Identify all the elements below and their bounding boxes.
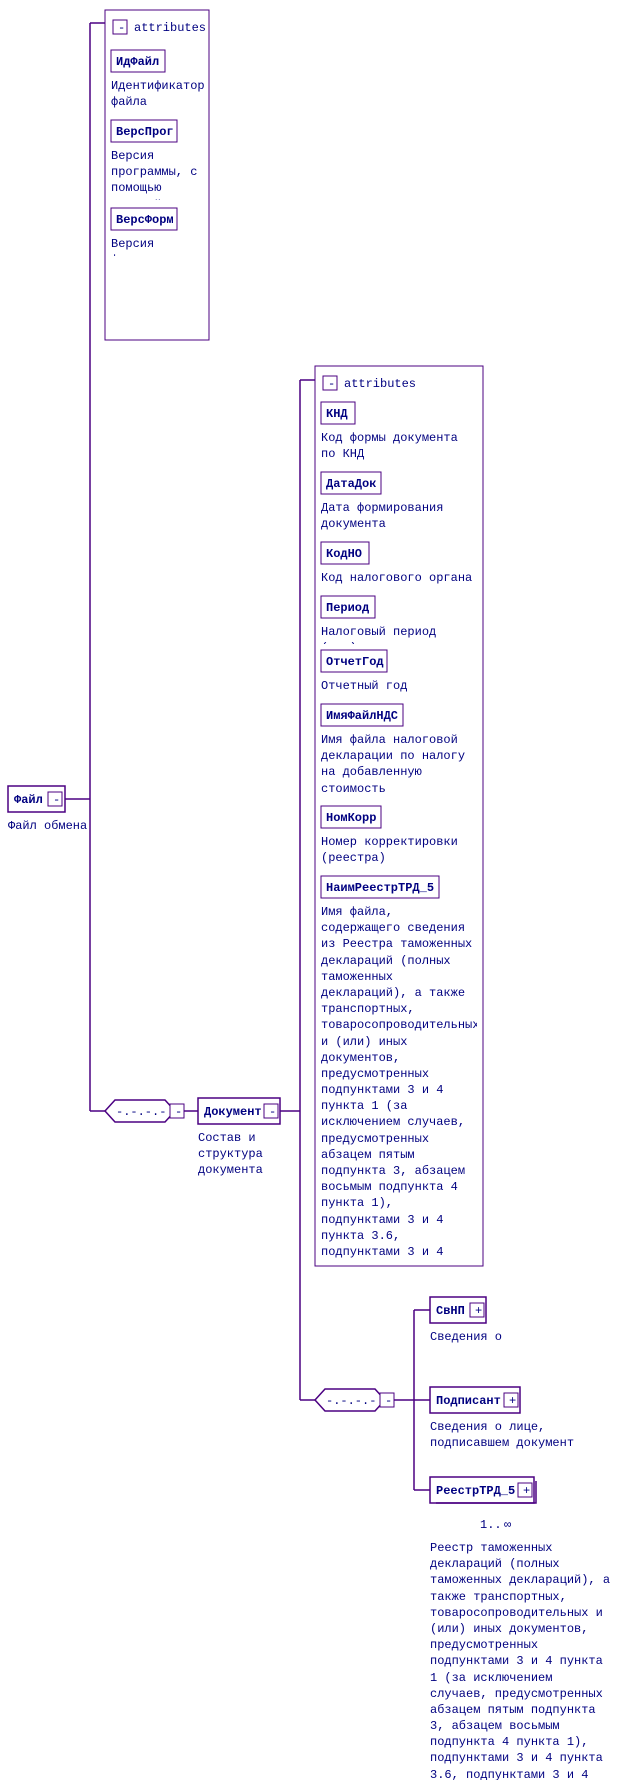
collapse-icon: - <box>385 1394 392 1408</box>
schema-diagram: - Файл Файл обмена - attributes ИдФайл И… <box>0 0 621 1784</box>
node-file: - Файл <box>8 786 65 812</box>
node-label: Документ <box>204 1105 262 1119</box>
attrs2-header: - attributes <box>323 376 416 391</box>
attr-name: ОтчетГод <box>326 655 384 669</box>
infinity-icon: ∞ <box>504 1518 511 1532</box>
attr-name: ДатаДок <box>326 477 376 491</box>
attr-name: ИдФайл <box>116 55 159 69</box>
attr-name: КодНО <box>326 547 362 561</box>
attr-desc: Идентификатор файла <box>111 78 207 110</box>
sequence-2: -.-.-.- - <box>315 1389 394 1411</box>
collapse-icon: - <box>328 377 335 391</box>
attr-desc: Дата формирования документа <box>321 500 477 532</box>
svg-text:-.-.-.-: -.-.-.- <box>326 1394 376 1408</box>
attr-desc: Имя файла налоговой декларации по налогу… <box>321 732 477 797</box>
svg-text:-.-.-.-: -.-.-.- <box>116 1105 166 1119</box>
node-label: СвНП <box>436 1304 465 1318</box>
attr-desc: Версия программы, с помощью которой сфор… <box>111 148 207 200</box>
expand-icon: - <box>53 793 60 807</box>
node-desc: Файл обмена <box>8 818 98 834</box>
expand-icon: + <box>523 1484 530 1498</box>
node-label: Подписант <box>436 1394 501 1408</box>
attr-name: НаимРеестрТРД_5 <box>326 881 434 895</box>
expand-icon: + <box>475 1304 482 1318</box>
attr-desc: Код налогового органа <box>321 570 477 586</box>
attr-name: ВерсФорм <box>116 213 174 227</box>
expand-icon: + <box>509 1394 516 1408</box>
attr-desc: Версия формата <box>111 236 207 256</box>
attrs1-header: - attributes <box>113 20 206 35</box>
attr-desc: Отчетный год <box>321 678 477 694</box>
sequence-1: -.-.-.- - <box>105 1100 184 1122</box>
attrs1-title: attributes <box>134 21 206 35</box>
node-desc: Сведения о лице, подписавшем документ <box>430 1419 620 1451</box>
attr-name: ВерсПрог <box>116 125 174 139</box>
attrs2-title: attributes <box>344 377 416 391</box>
attr-desc: Номер корректировки (реестра) <box>321 834 477 866</box>
node-desc: Состав и структура документа <box>198 1130 288 1179</box>
node-document: Документ - <box>198 1098 280 1124</box>
node-desc: Реестр таможенных деклараций (полных там… <box>430 1540 615 1780</box>
cardinality: 1.. <box>480 1518 502 1532</box>
node-label: РеестрТРД_5 <box>436 1484 515 1498</box>
collapse-icon: - <box>175 1105 182 1119</box>
attr-desc: Имя файла, содержащего сведения из Реест… <box>321 904 477 1260</box>
collapse-icon: - <box>269 1105 276 1119</box>
node-desc: Сведения о налогоплательщике <box>430 1329 620 1349</box>
node-label: Файл <box>14 793 43 807</box>
attr-name: НомКорр <box>326 811 376 825</box>
attr-name: Период <box>326 601 369 615</box>
attr-desc: Налоговый период (код) <box>321 624 477 644</box>
attr-name: КНД <box>326 407 348 421</box>
collapse-icon: - <box>118 21 125 35</box>
attr-name: ИмяФайлНДС <box>326 709 398 723</box>
attr-desc: Код формы документа по КНД <box>321 430 477 462</box>
